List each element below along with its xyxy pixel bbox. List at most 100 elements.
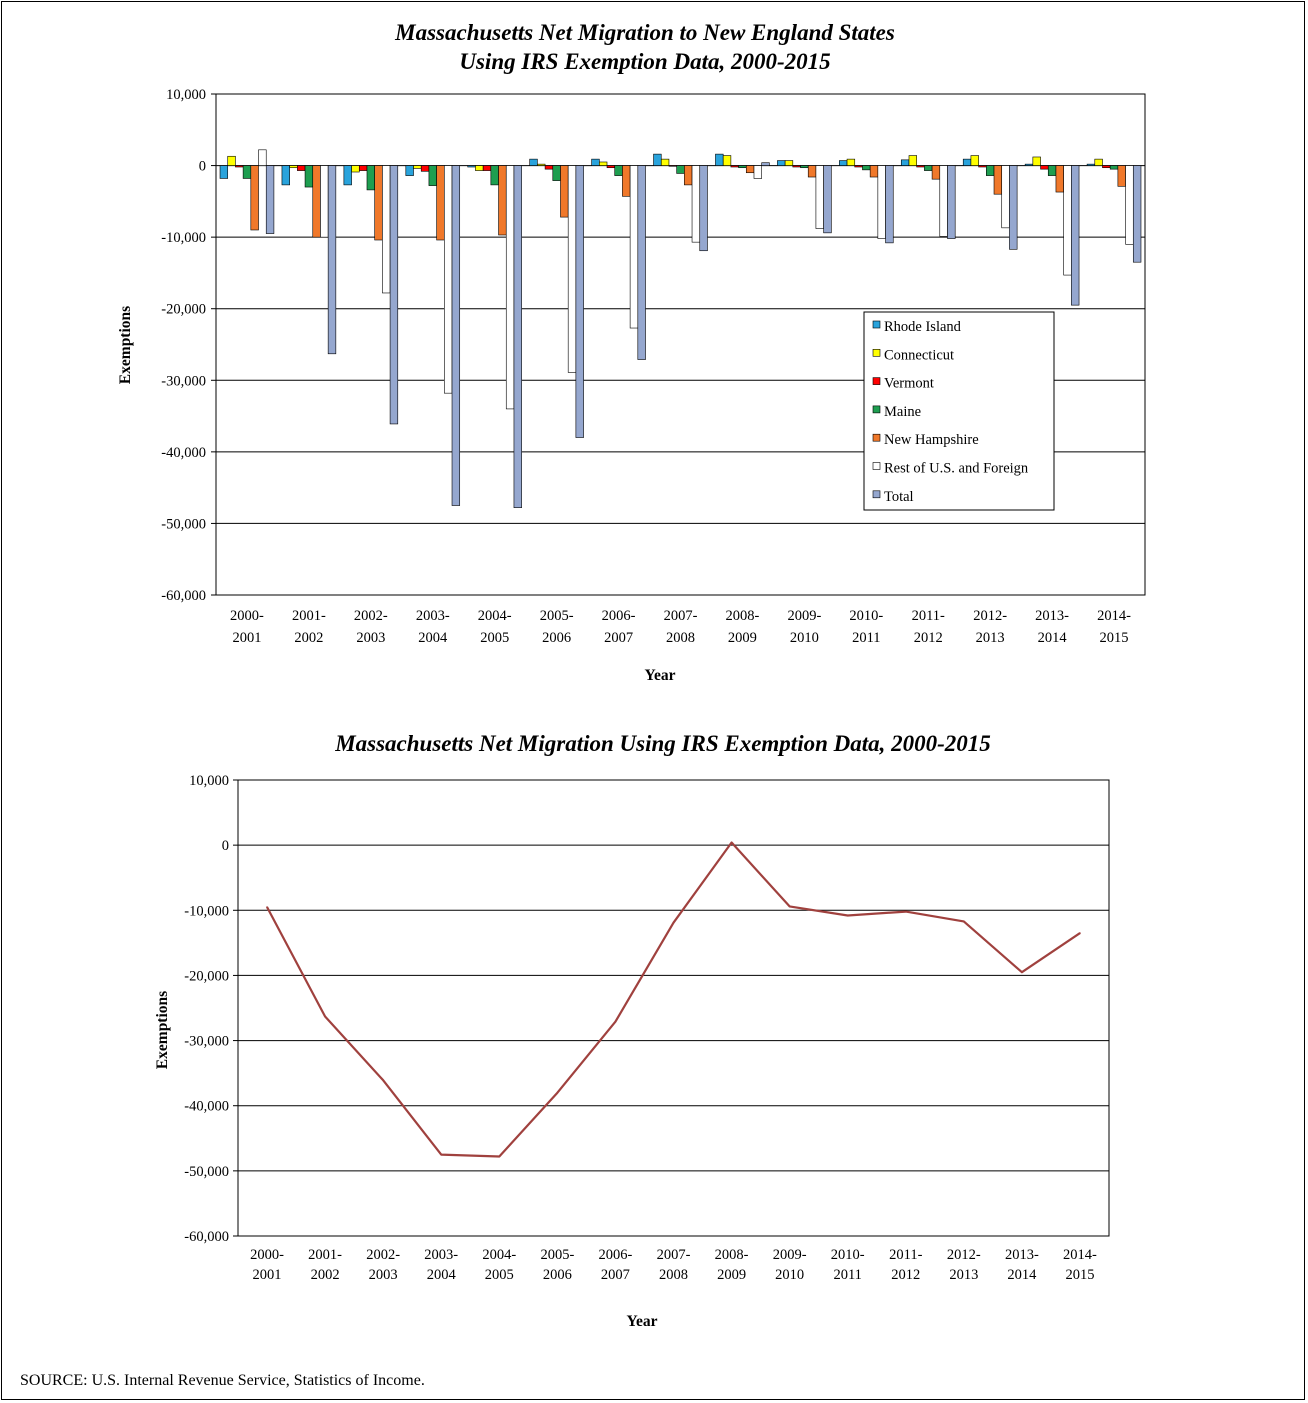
bar-connecticut [908,155,917,166]
bar-rhode-island [839,160,848,166]
line-point [1079,932,1081,934]
legend-entry: Vermont [884,376,934,392]
bar-chart-title-line2: Using IRS Exemption Data, 2000-2015 [459,49,830,74]
bar-rest-of-u-s-and-foreign [444,165,453,394]
line-chart-y-axis-label: Exemptions [154,991,171,1069]
bar-maine [614,165,623,176]
bar-x-tick-label: 2008 [666,630,695,646]
line-x-tick-label: 2004- [482,1247,516,1263]
bar-y-tick-label: -50,000 [161,516,206,532]
bar-maine [924,165,933,171]
bar-x-tick-label: 2010 [790,630,819,646]
bar-vermont [544,165,554,170]
bar-rest-of-u-s-and-foreign [877,165,886,239]
bar-chart: Massachusetts Net Migration to New Engla… [117,20,1146,684]
bar-chart-legend: Rhode Island Connecticut Vermont Maine New H… [863,311,1055,511]
legend-entry: Rhode Island [884,319,962,335]
bar-rest-of-u-s-and-foreign [753,165,762,179]
bar-total [451,165,461,506]
bar-vermont [1040,165,1049,170]
bar-rest-of-u-s-and-foreign [1063,165,1072,276]
bar-x-tick-label: 2002 [294,630,323,646]
bar-chart-title-line1: Massachusetts Net Migration to New Engla… [394,20,895,45]
bar-vermont [916,165,925,168]
bar-total [389,165,399,425]
line-point [324,1015,326,1018]
line-y-tick-label: -30,000 [184,1034,229,1050]
line-y-tick-label: 10,000 [189,773,229,789]
legend-entry: Rest of U.S. and Foreign [884,461,1029,477]
line-x-tick-label: 2009 [717,1267,746,1283]
line-point [440,1153,443,1156]
bar-new-hampshire [250,165,259,231]
bar-rest-of-u-s-and-foreign [691,165,701,243]
bar-chart-y-ticks: 10,000 0 -10,000 -20,000 -30,000 -40,000 -50,0… [161,87,206,604]
line-x-tick-label: 2009- [773,1247,807,1263]
bar-chart-bars [219,149,1142,508]
bar-new-hampshire [931,165,941,180]
bar-new-hampshire [436,165,445,241]
bar-total [885,165,894,244]
bar-new-hampshire [807,165,817,178]
line-x-tick-label: 2003 [369,1267,398,1283]
bar-x-tick-label: 2010- [849,608,883,624]
bar-maine [304,165,314,188]
line-chart-y-ticks: 10,000 0 -10,000 -20,000 -30,000 -40,000 -50,0… [184,773,229,1245]
line-chart-x-ticks: 2000- 2001 2001- 2002 2002- 2003 2003- 2004 2004… [250,1247,1097,1283]
bar-rhode-island [653,153,662,166]
line-x-tick-label: 2005 [485,1267,514,1283]
bar-chart-x-ticks: 2000- 2001 2001- 2002 2002- 2003 2003- 2004 2004… [230,608,1131,646]
bar-maine [552,165,561,181]
bar-x-tick-label: 2006 [542,630,571,646]
bar-new-hampshire [560,165,569,218]
line-x-tick-label: 2012- [947,1247,981,1263]
bar-maine [986,165,995,176]
bar-rhode-island [405,165,414,176]
bar-x-tick-label: 2014 [1038,630,1068,646]
line-point [1021,971,1023,973]
line-chart-axes [233,779,1110,1237]
source-note: SOURCE: U.S. Internal Revenue Service, S… [20,1372,425,1389]
line-chart: Massachusetts Net Migration Using IRS Ex… [154,731,1110,1330]
line-plot-area [237,779,1110,1237]
bar-total [1132,165,1142,263]
bar-x-tick-label: 2015 [1100,630,1129,646]
bar-maine [490,165,499,186]
line-x-tick-label: 2006 [543,1267,572,1283]
line-x-tick-label: 2013- [1005,1247,1039,1263]
legend-swatch [872,348,881,357]
bar-new-hampshire [498,165,507,236]
bar-x-tick-label: 2000- [230,608,264,624]
legend-swatch [872,405,881,414]
bar-rest-of-u-s-and-foreign [567,165,577,373]
bar-x-tick-label: 2004 [418,630,448,646]
line-y-tick-label: 0 [222,838,229,854]
legend-swatch [872,377,881,385]
bar-vermont [606,165,616,169]
bar-chart-axes [211,93,1146,596]
bar-y-tick-label: 10,000 [166,87,206,103]
line-x-tick-label: 2013 [949,1267,978,1283]
bar-vermont [730,165,739,168]
line-y-tick-label: -20,000 [184,968,229,984]
bar-x-tick-label: 2007- [664,608,698,624]
legend-entry: Connecticut [884,347,954,363]
bar-x-tick-label: 2001- [292,608,326,624]
line-x-tick-label: 2014 [1007,1267,1037,1283]
bar-total [699,165,708,252]
line-point [672,921,675,924]
bar-vermont [235,165,244,168]
bar-connecticut [722,155,732,166]
bar-rhode-island [962,158,972,166]
bar-vermont [1102,165,1111,169]
bar-maine [242,165,252,179]
bar-x-tick-label: 2005- [540,608,574,624]
bar-maine [738,165,747,169]
line-x-tick-label: 2015 [1065,1267,1094,1283]
bar-connecticut [351,165,360,173]
bar-new-hampshire [684,165,693,186]
line-x-tick-label: 2010 [775,1267,804,1283]
bar-new-hampshire [869,165,879,178]
